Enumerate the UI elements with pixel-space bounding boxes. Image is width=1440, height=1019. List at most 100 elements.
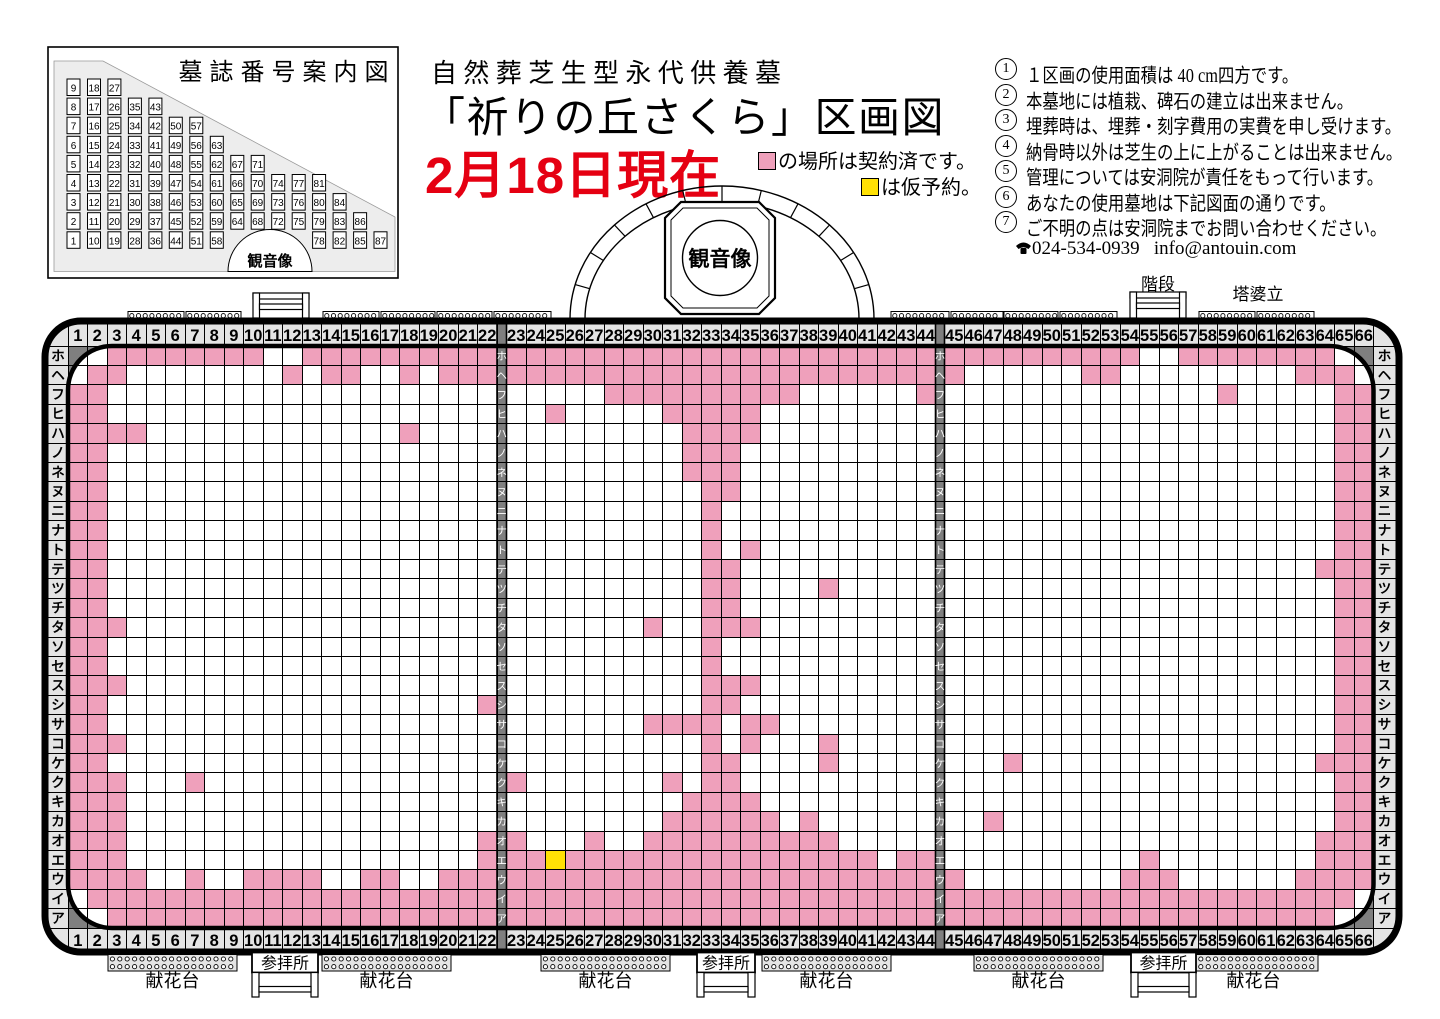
svg-text:イ: イ: [497, 894, 508, 906]
svg-text:75: 75: [293, 217, 305, 228]
svg-text:タ: タ: [497, 622, 508, 634]
svg-text:73: 73: [273, 198, 285, 209]
svg-text:66: 66: [1355, 327, 1373, 345]
svg-text:77: 77: [293, 179, 305, 190]
svg-text:58: 58: [1199, 932, 1217, 950]
svg-text:2: 2: [71, 217, 77, 228]
svg-text:ヘ: ヘ: [497, 370, 508, 382]
svg-text:20: 20: [439, 932, 457, 950]
svg-text:7: 7: [71, 122, 77, 133]
svg-text:51: 51: [1062, 932, 1080, 950]
svg-text:10: 10: [88, 236, 100, 247]
svg-text:ス: ス: [935, 680, 946, 692]
svg-text:ネ: ネ: [935, 467, 946, 479]
svg-text:51: 51: [191, 236, 203, 247]
svg-text:65: 65: [1335, 327, 1353, 345]
svg-text:ヌ: ヌ: [497, 486, 508, 498]
svg-text:12: 12: [283, 932, 301, 950]
svg-text:ノ: ノ: [497, 448, 508, 460]
svg-text:46: 46: [965, 932, 983, 950]
svg-text:ヒ: ヒ: [497, 409, 508, 421]
svg-text:40: 40: [839, 932, 857, 950]
svg-text:ソ: ソ: [935, 642, 946, 654]
svg-text:37: 37: [780, 327, 798, 345]
svg-text:29: 29: [129, 217, 141, 228]
svg-text:46: 46: [965, 327, 983, 345]
svg-text:シ: シ: [935, 700, 946, 712]
svg-text:33: 33: [702, 932, 720, 950]
svg-text:41: 41: [858, 327, 876, 345]
svg-text:50: 50: [1043, 932, 1061, 950]
svg-text:ニ: ニ: [935, 506, 946, 518]
svg-text:サ: サ: [935, 719, 946, 731]
svg-text:24: 24: [109, 141, 121, 152]
svg-text:ア: ア: [497, 913, 508, 925]
svg-text:ク: ク: [51, 775, 65, 790]
svg-text:53: 53: [1101, 327, 1119, 345]
svg-text:ク: ク: [1378, 775, 1392, 790]
svg-text:墓誌番号案内図: 墓誌番号案内図: [179, 59, 396, 86]
svg-text:62: 62: [1277, 327, 1295, 345]
svg-text:12: 12: [283, 327, 301, 345]
svg-text:42: 42: [150, 122, 162, 133]
svg-text:17: 17: [88, 103, 100, 114]
svg-text:64: 64: [1316, 327, 1335, 345]
svg-text:39: 39: [819, 932, 837, 950]
svg-text:80: 80: [314, 198, 326, 209]
svg-text:22: 22: [478, 327, 496, 345]
svg-text:フ: フ: [1378, 387, 1392, 402]
svg-text:17: 17: [381, 327, 399, 345]
svg-text:ト: ト: [497, 545, 508, 557]
svg-text:24: 24: [527, 932, 546, 950]
svg-text:13: 13: [303, 327, 321, 345]
svg-text:47: 47: [170, 179, 182, 190]
svg-text:献花台: 献花台: [1012, 971, 1066, 991]
svg-text:32: 32: [129, 160, 141, 171]
svg-text:16: 16: [88, 122, 100, 133]
svg-text:38: 38: [800, 932, 818, 950]
svg-text:サ: サ: [51, 717, 65, 732]
svg-text:12: 12: [88, 198, 100, 209]
svg-text:38: 38: [150, 198, 162, 209]
svg-text:キ: キ: [51, 795, 65, 810]
svg-text:カ: カ: [935, 816, 946, 828]
svg-text:39: 39: [150, 179, 162, 190]
svg-text:61: 61: [1257, 932, 1275, 950]
svg-text:ナ: ナ: [51, 523, 65, 538]
svg-text:45: 45: [170, 217, 182, 228]
svg-text:45: 45: [945, 327, 963, 345]
svg-text:1: 1: [71, 236, 77, 247]
svg-text:40: 40: [150, 160, 162, 171]
svg-text:70: 70: [252, 179, 264, 190]
svg-text:階段: 階段: [1141, 275, 1175, 294]
svg-text:60: 60: [1238, 932, 1256, 950]
svg-text:3: 3: [112, 327, 121, 345]
svg-text:ノ: ノ: [935, 448, 946, 460]
svg-text:45: 45: [945, 932, 963, 950]
svg-text:ス: ス: [1378, 678, 1392, 693]
svg-text:献花台: 献花台: [146, 971, 200, 991]
svg-text:カ: カ: [497, 816, 508, 828]
svg-text:ク: ク: [935, 777, 946, 789]
svg-text:22: 22: [109, 179, 121, 190]
svg-text:52: 52: [1082, 932, 1100, 950]
svg-text:24: 24: [527, 327, 546, 345]
svg-text:54: 54: [1121, 932, 1140, 950]
svg-text:49: 49: [170, 141, 182, 152]
svg-text:コ: コ: [1378, 736, 1392, 751]
svg-text:シ: シ: [497, 700, 508, 712]
svg-text:60: 60: [211, 198, 223, 209]
svg-text:サ: サ: [497, 719, 508, 731]
svg-text:ト: ト: [935, 545, 946, 557]
svg-text:9: 9: [229, 327, 238, 345]
svg-text:チ: チ: [935, 603, 946, 615]
svg-text:チ: チ: [497, 603, 508, 615]
svg-text:84: 84: [334, 198, 346, 209]
svg-text:67: 67: [232, 160, 244, 171]
svg-text:63: 63: [1296, 327, 1314, 345]
svg-text:ウ: ウ: [935, 874, 946, 886]
svg-text:6: 6: [71, 141, 77, 152]
svg-text:55: 55: [191, 160, 203, 171]
svg-text:44: 44: [917, 327, 936, 345]
svg-text:7: 7: [190, 932, 199, 950]
